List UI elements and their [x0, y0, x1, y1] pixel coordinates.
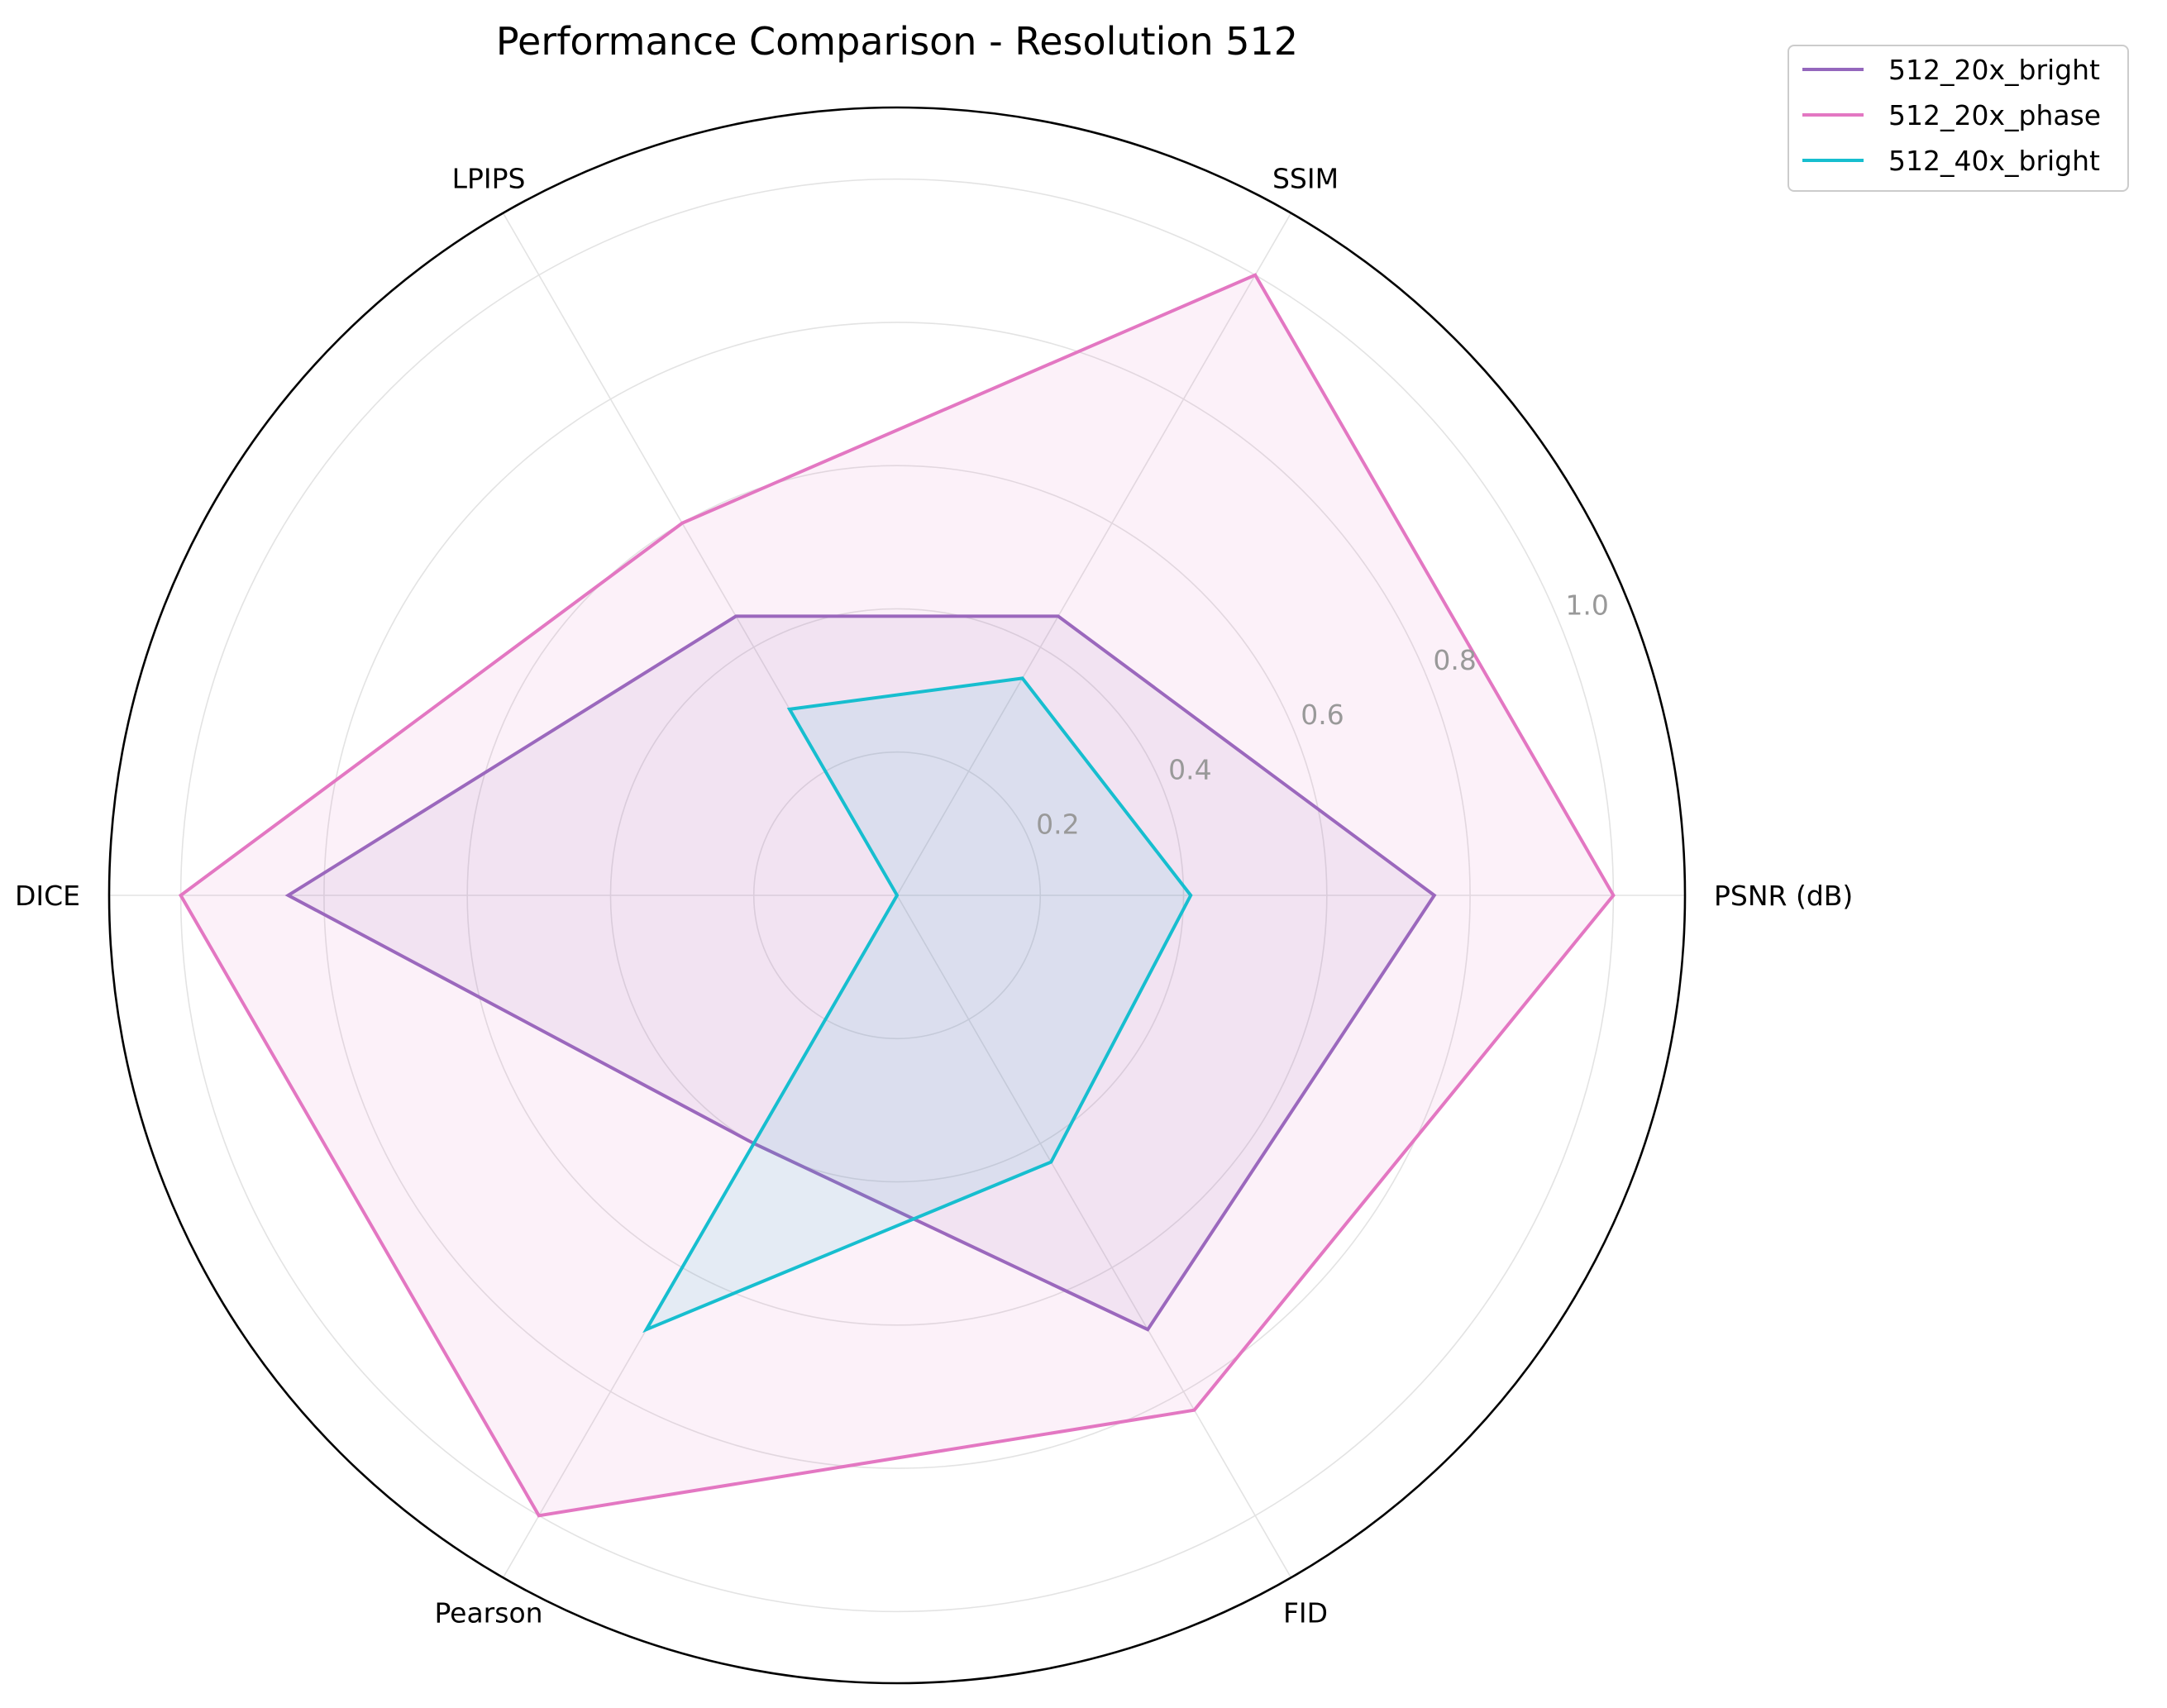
- radial-tick-label: 0.6: [1301, 699, 1344, 731]
- radial-tick-label: 0.4: [1168, 753, 1211, 785]
- legend-frame: [1788, 45, 2129, 192]
- chart-title: Performance Comparison - Resolution 512: [496, 19, 1298, 64]
- legend-label-2: 512_40x_bright: [1888, 145, 2100, 177]
- series-fill-0: [288, 616, 1434, 1330]
- radial-tick-label: 0.2: [1036, 809, 1079, 841]
- series-line-1: [178, 273, 1616, 1518]
- legend-label-0: 512_20x_bright: [1888, 54, 2100, 86]
- axis-labels: PSNR (dB) SSIM LPIPS DICE Pearson FID: [15, 162, 1853, 1629]
- radial-tick-label: 0.8: [1433, 644, 1476, 676]
- grid-spoke-1: [896, 212, 1292, 896]
- radial-tick-labels: 0.2 0.4 0.6 0.8 1.0: [1036, 589, 1609, 840]
- legend-label-1: 512_20x_phase: [1888, 99, 2101, 131]
- grid-spoke-5: [896, 895, 1292, 1578]
- series-layer: [178, 273, 1616, 1518]
- axis-label-4: Pearson: [434, 1597, 542, 1629]
- axis-label-1: SSIM: [1272, 162, 1339, 194]
- axis-label-0: PSNR (dB): [1714, 880, 1853, 912]
- legend: 512_20x_bright 512_20x_phase 512_40x_brigh…: [1788, 45, 2129, 192]
- polar-frame: [107, 106, 1687, 1685]
- radial-tick-label: 1.0: [1565, 589, 1608, 621]
- series-fill-2: [646, 678, 1191, 1330]
- axis-label-3: DICE: [15, 880, 80, 912]
- axis-label-2: LPIPS: [452, 162, 526, 194]
- axis-label-5: FID: [1283, 1597, 1328, 1629]
- legend-items: 512_20x_bright 512_20x_phase 512_40x_brigh…: [1802, 54, 2101, 177]
